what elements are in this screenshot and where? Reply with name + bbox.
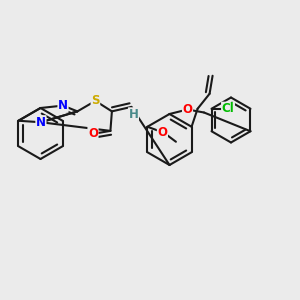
Text: O: O [158, 126, 167, 139]
Text: N: N [58, 99, 68, 112]
Text: S: S [91, 94, 100, 107]
Text: Cl: Cl [222, 102, 234, 115]
Text: H: H [129, 108, 138, 121]
Text: N: N [36, 116, 46, 129]
Text: O: O [88, 128, 98, 140]
Text: O: O [182, 103, 193, 116]
